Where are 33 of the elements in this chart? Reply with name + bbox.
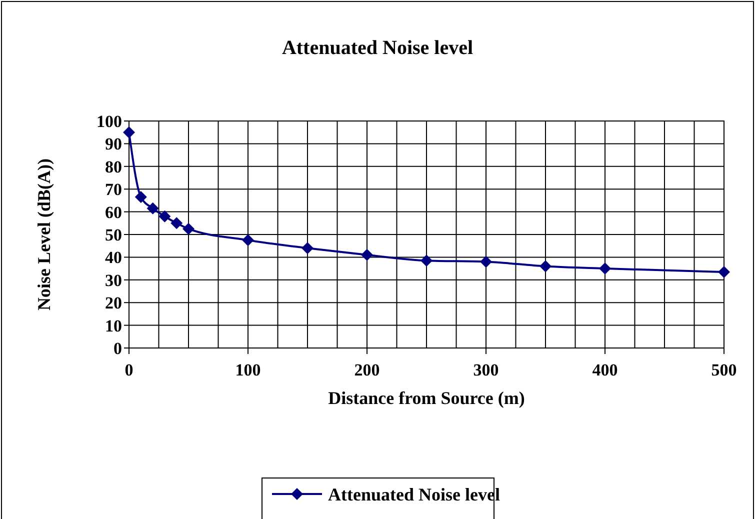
x-tick-label: 400 bbox=[592, 360, 618, 380]
point bbox=[302, 242, 314, 254]
point bbox=[540, 260, 552, 272]
y-tick-label: 10 bbox=[105, 316, 122, 336]
y-tick-label: 40 bbox=[105, 248, 122, 268]
point bbox=[182, 222, 194, 235]
point bbox=[146, 202, 159, 214]
y-tick-label: 70 bbox=[105, 180, 122, 200]
point bbox=[599, 262, 611, 275]
point bbox=[134, 191, 147, 204]
y-tick-label: 20 bbox=[105, 294, 122, 313]
point bbox=[242, 234, 254, 246]
x-tick-label: 200 bbox=[354, 360, 380, 380]
point bbox=[718, 266, 730, 278]
y-tick-label: 100 bbox=[96, 112, 122, 131]
y-tick-label: 80 bbox=[105, 157, 122, 176]
chart-title: Attenuated Noise level bbox=[282, 37, 474, 59]
point bbox=[170, 217, 183, 230]
y-tick-label: 90 bbox=[105, 134, 122, 154]
x-tick-label: 100 bbox=[235, 360, 261, 380]
point bbox=[158, 210, 171, 222]
x-tick-label: 500 bbox=[711, 360, 737, 380]
point bbox=[361, 248, 373, 261]
y-tick-label: 60 bbox=[105, 202, 122, 222]
y-tick-label: 30 bbox=[105, 270, 122, 290]
x-tick-label: 300 bbox=[473, 360, 499, 380]
point bbox=[480, 256, 492, 268]
point bbox=[420, 254, 432, 267]
point bbox=[123, 126, 135, 138]
y-tick-label: 50 bbox=[105, 225, 122, 244]
x-axis-title: Distance from Source (m) bbox=[328, 388, 525, 408]
y-axis-title: Noise Level (dB(A)) bbox=[34, 158, 54, 310]
y-tick-label: 0 bbox=[114, 338, 122, 358]
